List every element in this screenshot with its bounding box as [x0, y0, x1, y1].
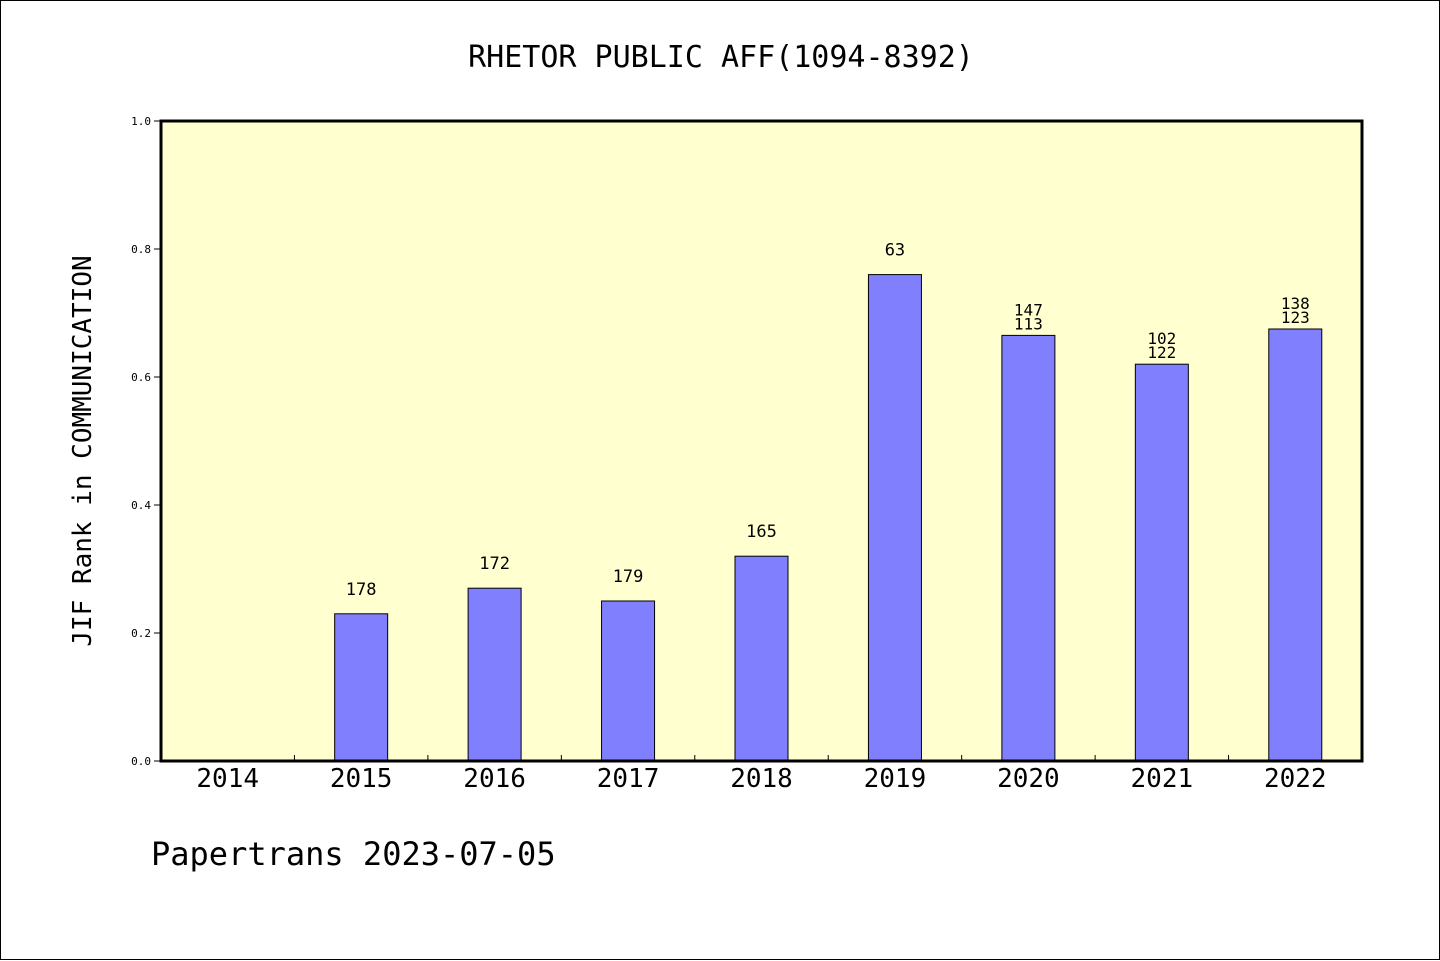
- bar-2015: [334, 613, 389, 762]
- footer-text: Papertrans 2023-07-05: [151, 835, 556, 873]
- y-axis-label: JIF Rank in COMMUNICATION: [68, 255, 98, 646]
- bar-2017: [601, 600, 656, 762]
- bar-2020: [1001, 334, 1056, 762]
- x-tick-label-2014: 2014: [196, 764, 259, 794]
- x-tick-label-2016: 2016: [463, 764, 526, 794]
- bar-label-2020: 147: [1014, 300, 1043, 319]
- y-tick-label: 0.4: [131, 499, 151, 512]
- bars-group: [334, 274, 1323, 762]
- y-tick-label: 0.6: [131, 371, 151, 384]
- x-tick-label-2020: 2020: [997, 764, 1060, 794]
- chart-title: RHETOR PUBLIC AFF(1094-8392): [468, 40, 974, 75]
- bar-label-2015: 178: [346, 580, 377, 600]
- bar-label-2020: 113: [1014, 314, 1043, 333]
- y-tick-label: 1.0: [131, 115, 151, 128]
- plot-border: [159, 119, 1364, 763]
- bar-label-2016: 172: [479, 554, 510, 574]
- bar-2021: [1134, 363, 1189, 762]
- x-axis-ticks: 2014 2015 2016 2017 2018 2019 2020 2021 2022: [196, 755, 1327, 794]
- x-tick-label-2022: 2022: [1264, 764, 1327, 794]
- bar-label-2021: 122: [1147, 343, 1176, 362]
- bar-2022: [1268, 328, 1323, 762]
- bar-label-2017: 179: [613, 567, 644, 587]
- x-tick-label-2015: 2015: [330, 764, 393, 794]
- bar-label-2018: 165: [746, 522, 777, 542]
- y-axis-ticks: 0.0 0.2 0.4 0.6 0.8 1.0: [131, 115, 161, 768]
- bar-label-2021: 102: [1147, 329, 1176, 348]
- bar-label-2022: 138: [1281, 294, 1310, 313]
- bar-2019: [867, 274, 922, 762]
- y-tick-label: 0.0: [131, 755, 151, 768]
- y-tick-label: 0.8: [131, 243, 151, 256]
- x-tick-label-2018: 2018: [730, 764, 793, 794]
- bar-label-2022: 123: [1281, 308, 1310, 327]
- x-tick-label-2017: 2017: [597, 764, 660, 794]
- x-tick-label-2021: 2021: [1131, 764, 1194, 794]
- bar-label-2019: 63: [885, 241, 905, 261]
- bar-2016: [467, 587, 522, 762]
- x-tick-label-2019: 2019: [864, 764, 927, 794]
- y-tick-label: 0.2: [131, 627, 151, 640]
- bar-2018: [734, 555, 789, 762]
